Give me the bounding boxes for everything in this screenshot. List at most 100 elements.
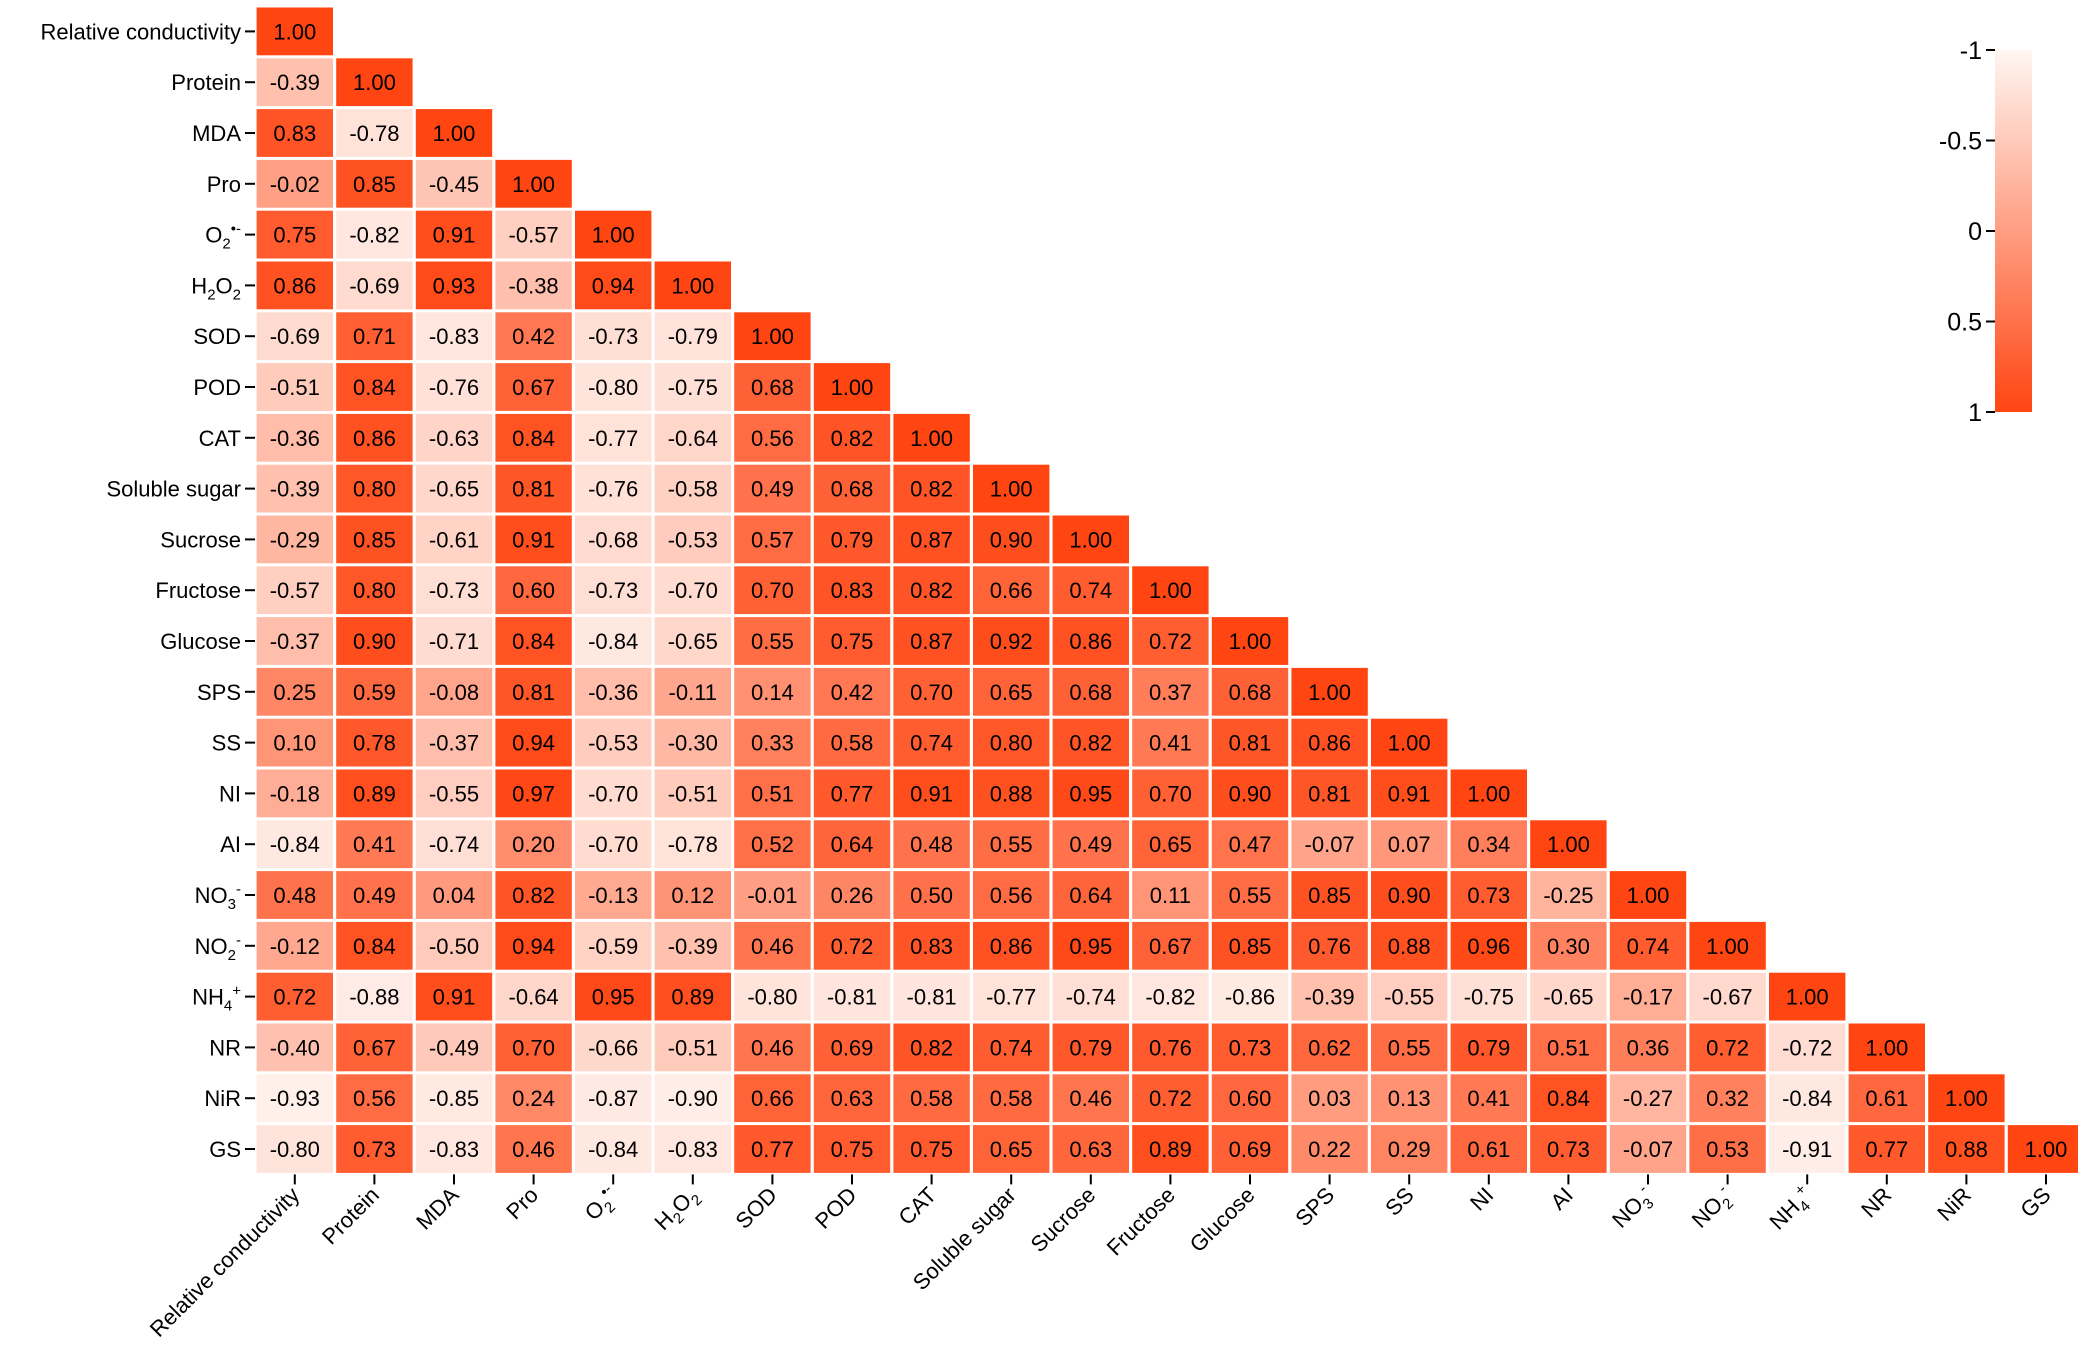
cell-value-label: 0.51 [1547, 1035, 1590, 1060]
heatmap-cell [1291, 871, 1368, 919]
heatmap-cell [415, 159, 493, 208]
x-axis-label: POD [810, 1182, 861, 1233]
cell-value-label: -0.13 [588, 883, 638, 908]
heatmap-cell [1530, 1125, 1607, 1173]
heatmap-cell [336, 820, 413, 869]
y-axis-label: NiR [204, 1086, 241, 1111]
heatmap-cell [1052, 972, 1129, 1021]
y-axis-label: Glucose [160, 629, 241, 654]
cell-value-label: 0.62 [1308, 1035, 1351, 1060]
heatmap-cell [1132, 1023, 1209, 1072]
heatmap-cell [1371, 972, 1448, 1021]
heatmap-cell [893, 1125, 970, 1173]
heatmap-cell [734, 1074, 811, 1123]
cell-value-label: -0.65 [668, 629, 718, 654]
heatmap-cell [336, 871, 413, 919]
cell-value-label: -0.82 [349, 223, 399, 248]
cell-value-label: -0.12 [270, 934, 320, 959]
cell-value-label: 0.55 [1388, 1035, 1431, 1060]
cell-value-label: 0.95 [1069, 781, 1112, 806]
heatmap-cell [256, 871, 333, 919]
heatmap-cell [495, 820, 572, 869]
heatmap-cell [1211, 972, 1289, 1021]
cell-value-label: 0.61 [1467, 1137, 1510, 1162]
heatmap-cell [734, 312, 811, 361]
cell-value-label: -0.79 [668, 324, 718, 349]
cell-value-label: -0.70 [588, 832, 638, 857]
cell-value-label: -0.70 [668, 578, 718, 603]
y-axis-label: NR [209, 1035, 241, 1060]
heatmap-cell [415, 1023, 493, 1072]
cell-value-label: -0.53 [588, 731, 638, 756]
heatmap-cell [1052, 820, 1129, 869]
cell-value-label: 0.74 [990, 1035, 1033, 1060]
cell-value-label: 0.22 [1308, 1137, 1351, 1162]
cell-value-label: 0.82 [910, 1035, 953, 1060]
heatmap-cell [495, 871, 572, 919]
heatmap-cell [1530, 820, 1607, 869]
cell-value-label: -0.81 [907, 985, 957, 1010]
cell-value-label: -0.53 [668, 527, 718, 552]
cell-value-label: 1.00 [751, 324, 794, 349]
heatmap-cell [256, 312, 333, 361]
heatmap-cell [256, 210, 333, 259]
cell-value-label: 0.85 [1308, 883, 1351, 908]
cell-value-label: 0.64 [831, 832, 874, 857]
cell-value-label: 0.63 [831, 1086, 874, 1111]
cell-value-label: 0.72 [273, 985, 316, 1010]
heatmap-cell [415, 820, 493, 869]
x-axis-label: NO2- [1685, 1181, 1740, 1236]
y-axis-label: O2•- [205, 221, 241, 253]
cell-value-label: 0.75 [910, 1137, 953, 1162]
cell-value-label: 0.88 [1945, 1137, 1988, 1162]
y-axis-label: POD [193, 375, 241, 400]
cell-value-label: -0.80 [588, 375, 638, 400]
cell-value-label: -0.84 [270, 832, 320, 857]
cell-value-label: 0.46 [512, 1137, 555, 1162]
cell-value-label: 0.79 [1069, 1035, 1112, 1060]
cell-value-label: 0.88 [1388, 934, 1431, 959]
heatmap-cell [1530, 972, 1607, 1021]
cell-value-label: 0.77 [1865, 1137, 1908, 1162]
heatmap-cell [575, 769, 652, 818]
y-axis-label: Sucrose [160, 527, 241, 552]
colorbar-tick-label: 0 [1968, 218, 1982, 246]
cell-value-label: -0.73 [588, 578, 638, 603]
cell-value-label: 0.55 [1229, 883, 1272, 908]
heatmap-cell [654, 515, 731, 564]
x-axis-label: SOD [731, 1182, 782, 1233]
heatmap-cell [336, 210, 413, 259]
cell-value-label: 0.94 [512, 731, 555, 756]
heatmap-cell [973, 566, 1050, 615]
cell-value-label: 0.82 [910, 578, 953, 603]
cell-value-label: 1.00 [1547, 832, 1590, 857]
heatmap-cell [973, 921, 1050, 970]
heatmap-cell [1211, 617, 1289, 665]
cell-value-label: 0.55 [990, 832, 1033, 857]
heatmap-cell [256, 667, 333, 716]
cell-value-label: 0.46 [751, 934, 794, 959]
cell-value-label: -0.39 [1305, 985, 1355, 1010]
x-axis-label: Glucose [1185, 1182, 1260, 1257]
heatmap-cell [654, 871, 731, 919]
cell-value-label: -0.45 [429, 172, 479, 197]
heatmap-cell [415, 261, 493, 310]
heatmap-cell [1769, 972, 1846, 1021]
heatmap-cell [1689, 1125, 1766, 1173]
heatmap-cell [336, 1023, 413, 1072]
cell-value-label: -0.83 [429, 324, 479, 349]
heatmap-cell [734, 617, 811, 665]
cell-value-label: -0.17 [1623, 985, 1673, 1010]
heatmap-cell [575, 1074, 652, 1123]
cell-value-label: 0.04 [433, 883, 476, 908]
heatmap-cell [575, 667, 652, 716]
cell-value-label: -0.38 [509, 273, 559, 298]
heatmap-cell [575, 921, 652, 970]
x-axis-label: Protein [317, 1182, 384, 1249]
cell-value-label: 0.74 [1627, 934, 1670, 959]
heatmap-cell [495, 464, 572, 513]
heatmap-cell [1052, 1125, 1129, 1173]
cell-value-label: -0.25 [1543, 883, 1593, 908]
cell-value-label: 0.70 [1149, 781, 1192, 806]
heatmap-cell [1450, 921, 1527, 970]
